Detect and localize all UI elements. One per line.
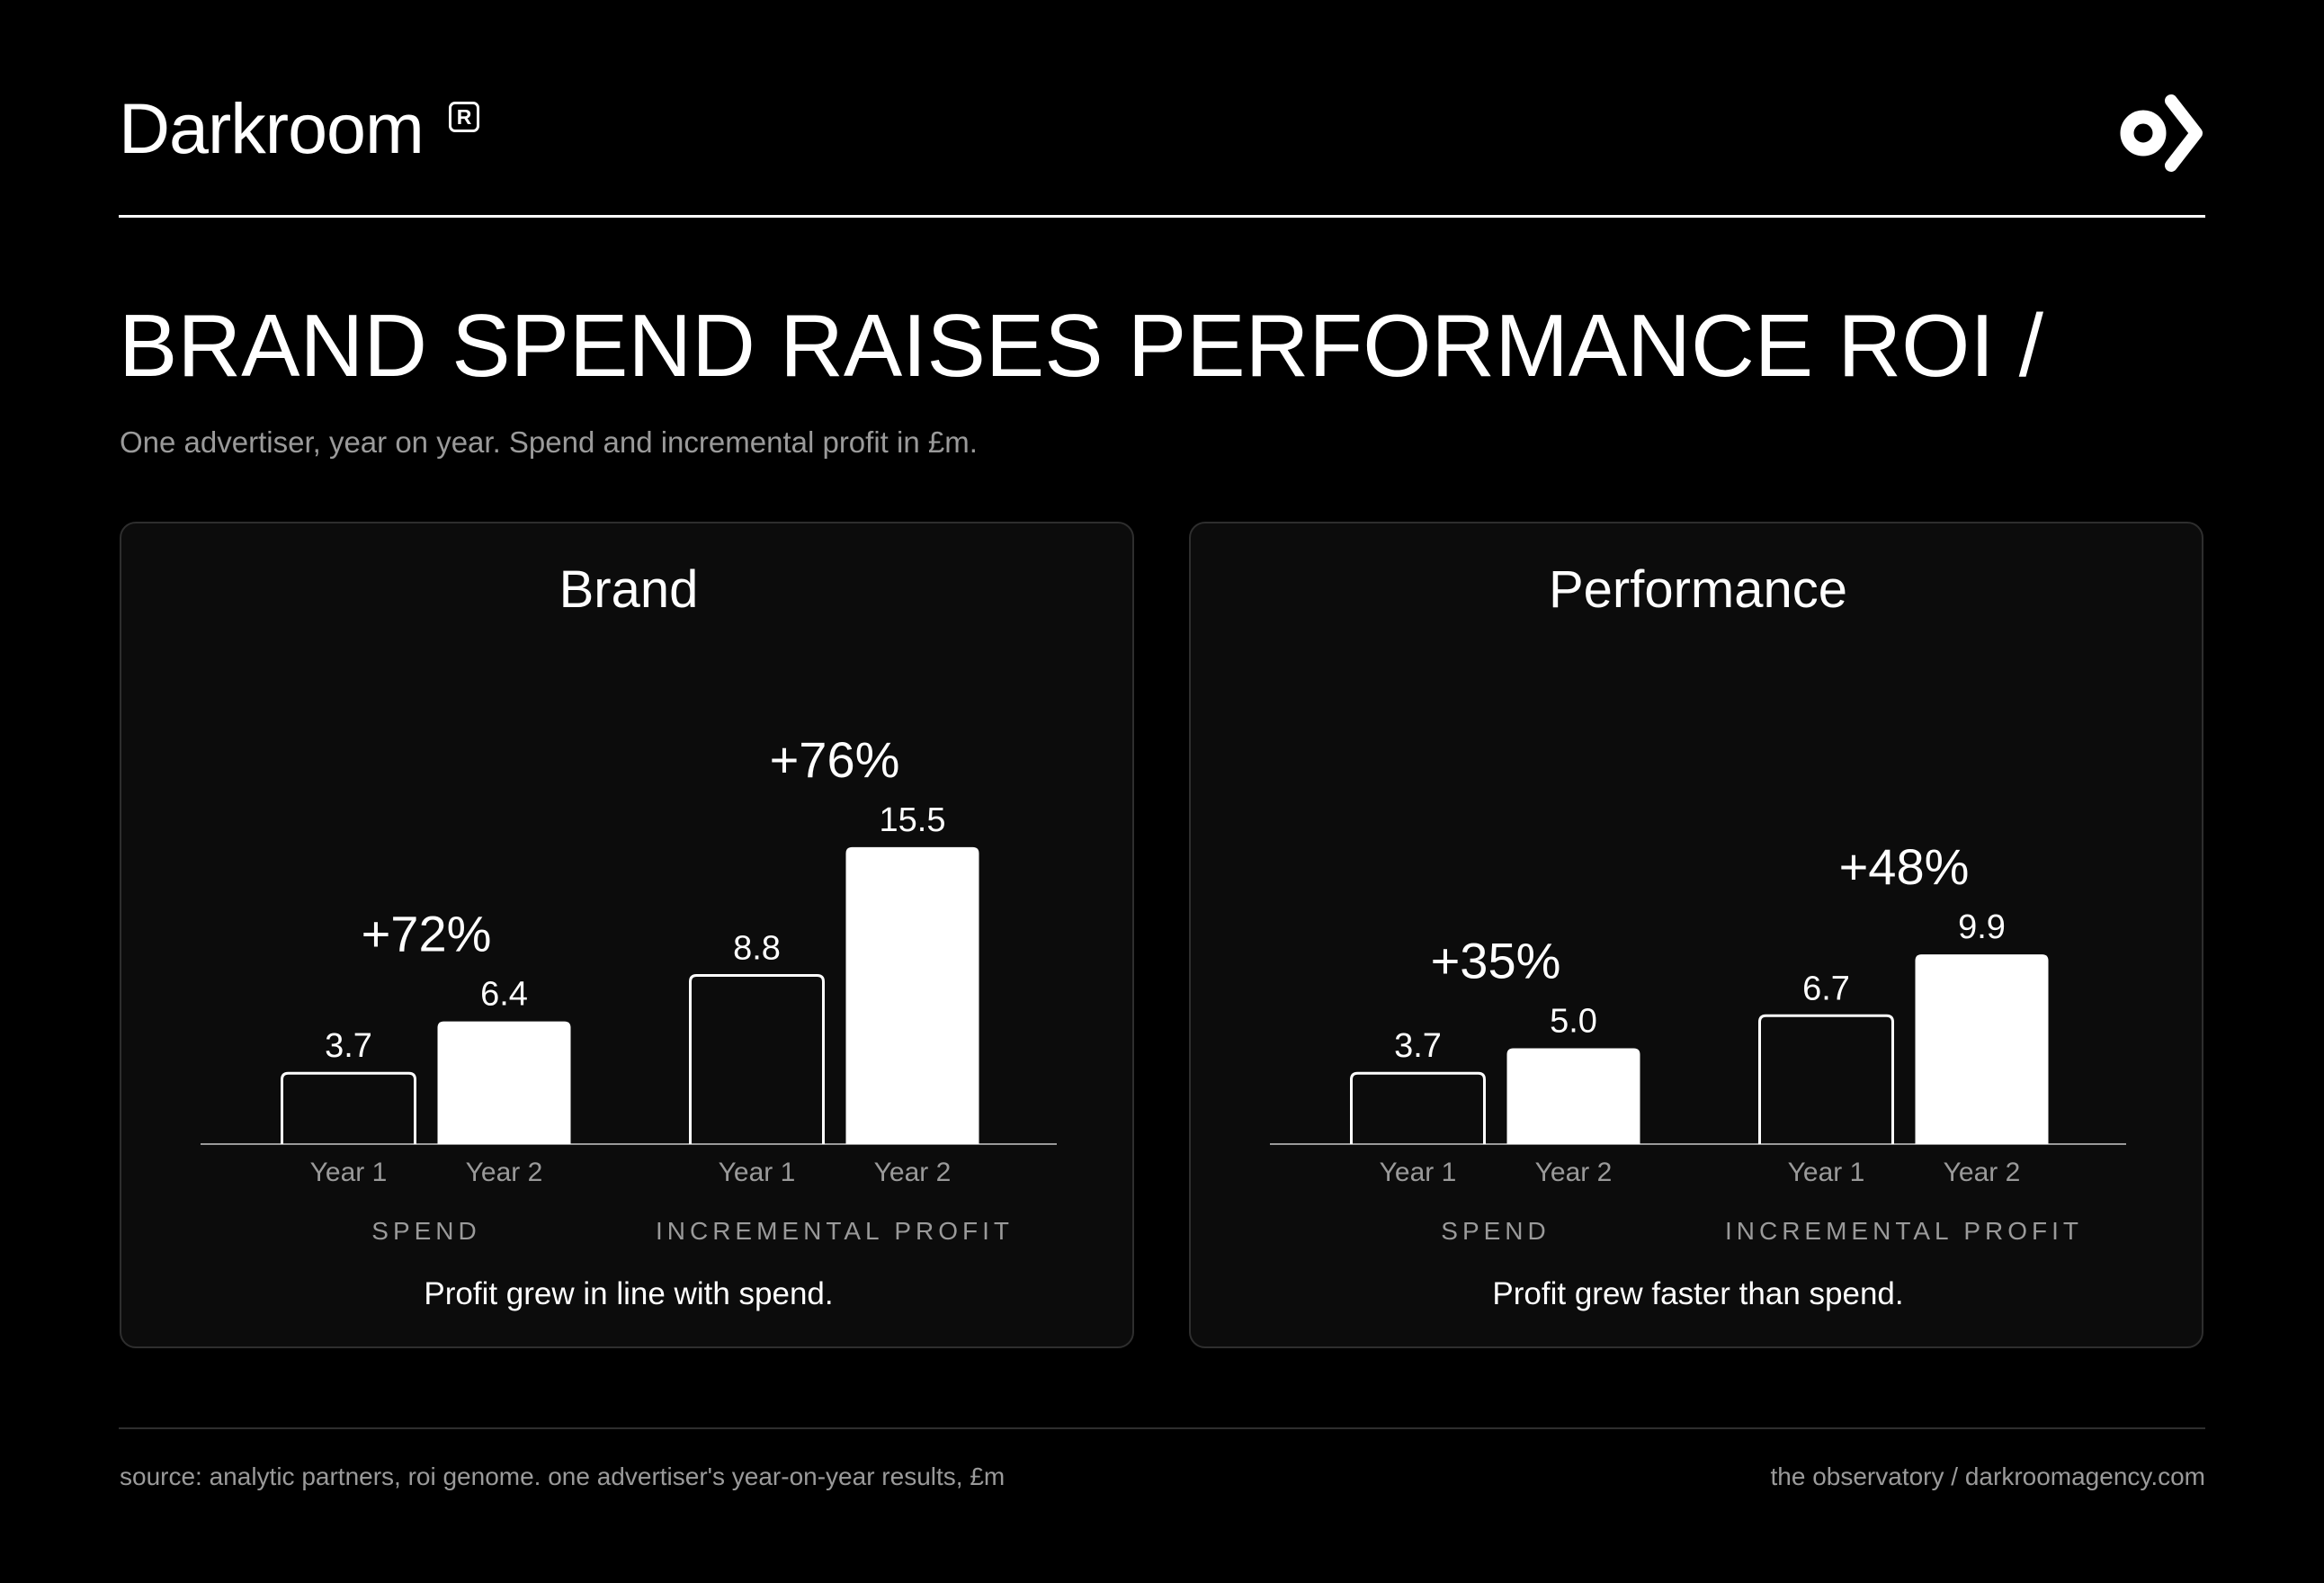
- chart-title: Brand: [559, 560, 699, 619]
- x-tick-label: Year 2: [466, 1158, 543, 1187]
- bar-year-2: [1915, 954, 2049, 1144]
- change-annotation: +76%: [770, 731, 900, 788]
- bar-value-label: 6.7: [1802, 970, 1850, 1007]
- bar-value-label: 8.8: [733, 930, 781, 968]
- darkroom-o-chevron-icon: [2120, 94, 2203, 172]
- bar-year-2: [845, 846, 979, 1144]
- bar-year-2: [1506, 1048, 1640, 1144]
- x-tick-label: Year 1: [310, 1158, 388, 1187]
- chart-brand: Brand 3.7 Year 1 6.4 Year 2 +72% SPEND 8.8 Year …: [201, 560, 1057, 1311]
- header-divider: [119, 215, 2205, 218]
- footer-credit: the observatory / darkroomagency.com: [1770, 1462, 2205, 1490]
- footer-divider: [119, 1427, 2205, 1429]
- chart-panel-performance: Performance 3.7 Year 1 5.0 Year 2 +35% SPEND 6.…: [1189, 522, 2203, 1348]
- group-label: SPEND: [371, 1217, 480, 1245]
- x-tick-label: Year 2: [1944, 1158, 2021, 1187]
- bar-year-1: [689, 974, 825, 1144]
- bar-value-label: 3.7: [1394, 1027, 1442, 1065]
- bar-year-1: [1758, 1014, 1894, 1144]
- group-label: INCREMENTAL PROFIT: [656, 1217, 1014, 1245]
- x-tick-label: Year 2: [874, 1158, 952, 1187]
- change-annotation: +48%: [1839, 838, 1970, 895]
- chart-title: Performance: [1549, 560, 1847, 619]
- page-subtitle: One advertiser, year on year. Spend and …: [120, 425, 978, 459]
- bar-value-label: 3.7: [325, 1027, 372, 1065]
- bar-value-label: 15.5: [880, 801, 946, 839]
- darkroom-logo: Darkroom: [119, 88, 425, 168]
- bar-value-label: 5.0: [1550, 1003, 1597, 1041]
- group-label: INCREMENTAL PROFIT: [1725, 1217, 2083, 1245]
- change-annotation: +35%: [1431, 933, 1561, 989]
- bar-year-2: [437, 1021, 571, 1144]
- bar-year-1: [1350, 1071, 1486, 1144]
- x-tick-label: Year 1: [1380, 1158, 1457, 1187]
- bar-value-label: 9.9: [1958, 908, 2006, 946]
- x-tick-label: Year 1: [1788, 1158, 1865, 1187]
- x-tick-label: Year 1: [719, 1158, 796, 1187]
- chart-caption: Profit grew in line with spend.: [424, 1276, 833, 1311]
- chart-caption: Profit grew faster than spend.: [1492, 1276, 1903, 1311]
- bar-year-1: [281, 1071, 416, 1144]
- group-label: SPEND: [1441, 1217, 1550, 1245]
- page-title: BRAND SPEND RAISES PERFORMANCE ROI /: [119, 296, 2044, 395]
- chart-performance: Performance 3.7 Year 1 5.0 Year 2 +35% SPEND 6.…: [1270, 560, 2126, 1311]
- footer-source: source: analytic partners, roi genome. o…: [120, 1462, 1006, 1490]
- x-tick-label: Year 2: [1535, 1158, 1613, 1187]
- chart-panel-brand: Brand 3.7 Year 1 6.4 Year 2 +72% SPEND 8.8 Year …: [120, 522, 1134, 1348]
- change-annotation: +72%: [362, 906, 492, 962]
- registered-mark-icon: R: [449, 102, 479, 132]
- bar-value-label: 6.4: [480, 976, 528, 1014]
